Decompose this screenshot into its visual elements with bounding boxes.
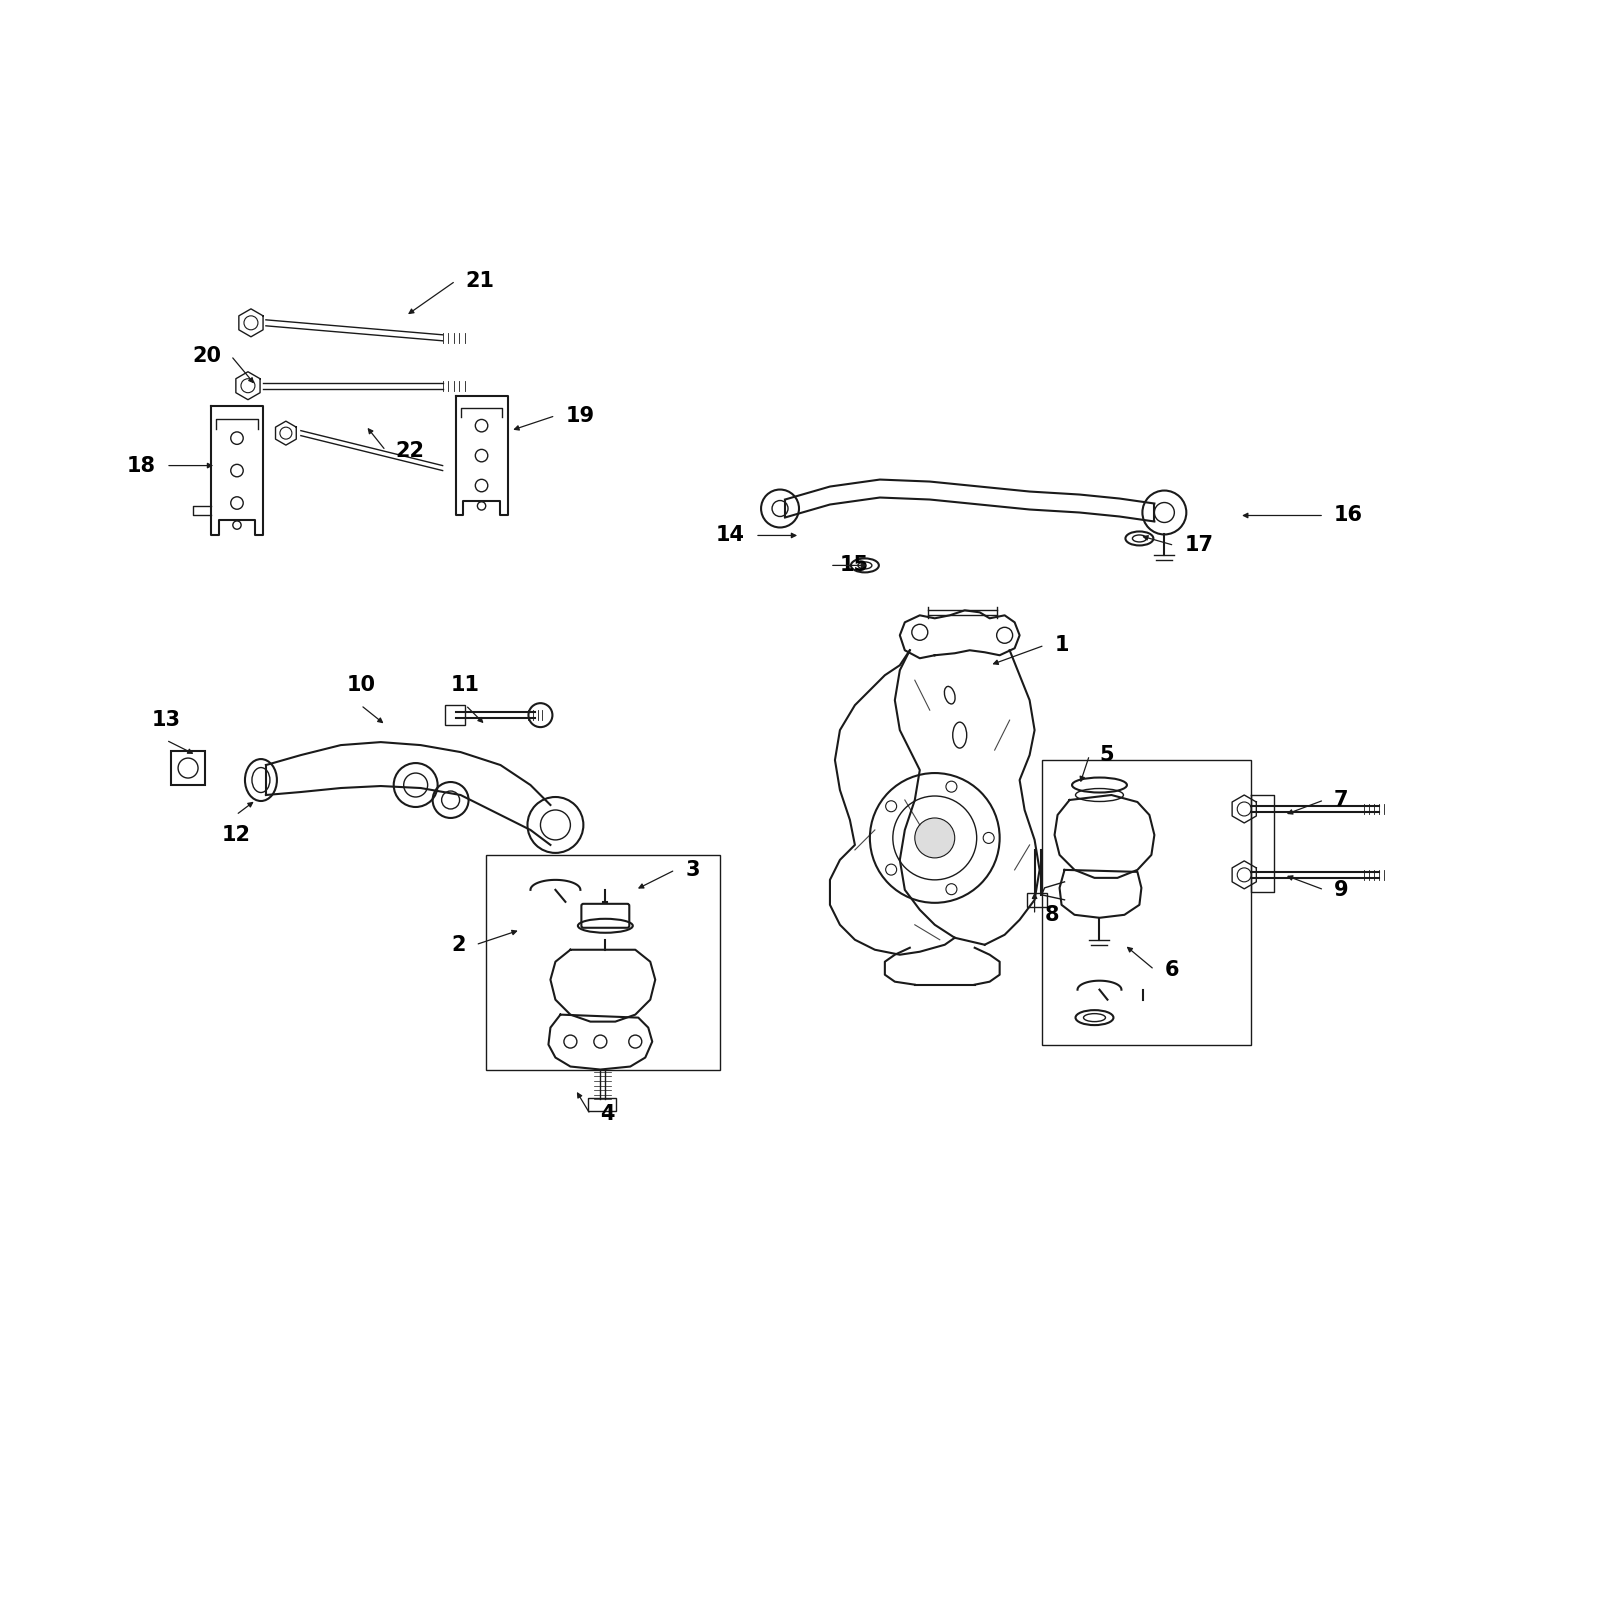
Text: 16: 16 xyxy=(1334,506,1363,525)
Text: 5: 5 xyxy=(1099,746,1114,765)
Circle shape xyxy=(915,818,955,858)
Text: 8: 8 xyxy=(1045,906,1059,925)
Text: 11: 11 xyxy=(451,675,480,694)
Text: 12: 12 xyxy=(221,826,251,845)
Text: 21: 21 xyxy=(466,270,494,291)
Text: 6: 6 xyxy=(1165,960,1179,979)
Text: 19: 19 xyxy=(565,406,595,426)
Text: 4: 4 xyxy=(600,1104,614,1125)
Text: 13: 13 xyxy=(152,710,181,730)
Text: 10: 10 xyxy=(346,675,376,694)
Text: 2: 2 xyxy=(451,934,466,955)
Text: 7: 7 xyxy=(1334,790,1349,810)
Bar xyxy=(1042,760,1251,1045)
Text: 9: 9 xyxy=(1334,880,1349,899)
Text: 14: 14 xyxy=(717,525,746,546)
Text: 22: 22 xyxy=(395,440,424,461)
Text: 20: 20 xyxy=(192,346,221,366)
Text: 3: 3 xyxy=(685,859,699,880)
Bar xyxy=(485,854,720,1069)
Text: 18: 18 xyxy=(126,456,157,475)
Text: 17: 17 xyxy=(1184,536,1213,555)
Text: 1: 1 xyxy=(1054,635,1069,656)
Text: 15: 15 xyxy=(840,555,869,576)
